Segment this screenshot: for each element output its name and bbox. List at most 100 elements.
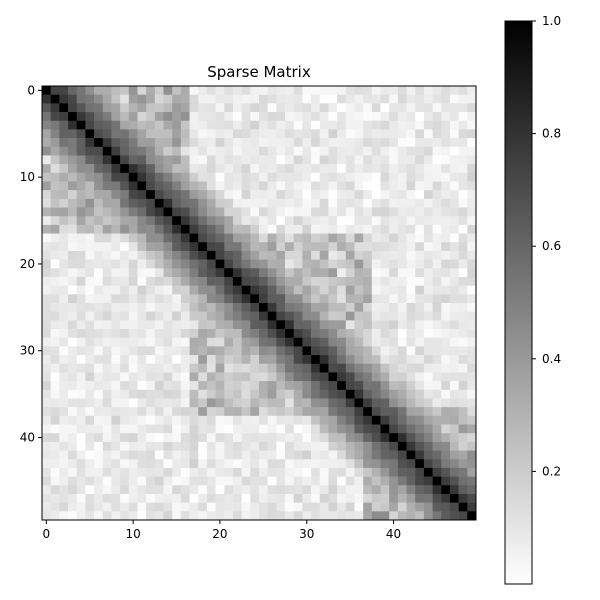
heatmap-cell (293, 276, 303, 286)
heatmap-cell (311, 511, 321, 521)
heatmap-cell (311, 363, 321, 373)
heatmap-cell (85, 450, 95, 460)
heatmap-cell (102, 381, 112, 391)
heatmap-cell (423, 146, 433, 156)
heatmap-cell (259, 285, 268, 295)
heatmap-cell (397, 233, 407, 243)
heatmap-cell (85, 476, 95, 486)
heatmap-cell (154, 476, 164, 486)
heatmap-cell (458, 198, 468, 208)
heatmap-cell (68, 190, 78, 200)
heatmap-cell (302, 459, 312, 469)
heatmap-cell (146, 502, 156, 512)
heatmap-cell (224, 94, 234, 104)
heatmap-cell (371, 259, 381, 269)
heatmap-cell (42, 268, 51, 278)
heatmap-cell (467, 320, 477, 330)
heatmap-cell (467, 303, 477, 312)
heatmap-cell (267, 320, 277, 330)
heatmap-cell (111, 233, 121, 243)
heatmap-cell (68, 294, 78, 304)
heatmap-cell (163, 424, 173, 434)
heatmap-cell (42, 459, 51, 469)
heatmap-cell (389, 112, 399, 122)
heatmap-cell (59, 155, 69, 165)
heatmap-cell (215, 233, 225, 243)
heatmap-cell (94, 424, 104, 434)
heatmap-cell (42, 407, 51, 417)
heatmap-cell (406, 511, 416, 521)
heatmap-cell (449, 467, 459, 477)
heatmap-cell (50, 433, 60, 443)
heatmap-cell (371, 276, 381, 286)
heatmap-cell (293, 285, 303, 295)
heatmap-cell (189, 450, 199, 460)
heatmap-cell (380, 242, 390, 252)
heatmap-cell (302, 164, 312, 174)
heatmap-cell (302, 207, 312, 217)
heatmap-cell (267, 441, 277, 451)
heatmap-cell (250, 198, 260, 208)
heatmap-cell (302, 285, 312, 295)
heatmap-cell (76, 320, 86, 330)
heatmap-cell (215, 155, 225, 165)
heatmap-cell (380, 476, 390, 486)
heatmap-cell (354, 224, 364, 234)
heatmap-cell (146, 476, 156, 486)
heatmap-cell (397, 86, 407, 95)
heatmap-cell (319, 363, 329, 373)
heatmap-cell (337, 120, 347, 130)
heatmap-cell (232, 320, 242, 330)
heatmap-cell (458, 407, 468, 417)
heatmap-cell (363, 155, 373, 165)
heatmap-cell (42, 86, 51, 95)
heatmap-cell (259, 398, 268, 408)
heatmap-cell (354, 164, 364, 174)
heatmap-cell (250, 207, 260, 217)
heatmap-cell (267, 407, 277, 417)
heatmap-cell (311, 207, 321, 217)
heatmap-cell (397, 329, 407, 339)
heatmap-cell (163, 355, 173, 365)
heatmap-cell (267, 450, 277, 460)
heatmap-cell (50, 138, 60, 148)
heatmap-cell (154, 329, 164, 339)
heatmap-cell (319, 250, 329, 260)
heatmap-cell (354, 329, 364, 339)
heatmap-cell (111, 138, 121, 148)
heatmap-cell (50, 346, 60, 356)
heatmap-cell (432, 459, 442, 469)
heatmap-cell (232, 181, 242, 191)
heatmap-cell (180, 224, 190, 234)
heatmap-cell (406, 459, 416, 469)
heatmap-cell (293, 164, 303, 174)
heatmap-cell (380, 94, 390, 104)
heatmap-cell (172, 485, 182, 495)
heatmap-cell (137, 467, 147, 477)
heatmap-cell (154, 415, 164, 425)
heatmap-cell (354, 415, 364, 425)
heatmap-cell (432, 294, 442, 304)
heatmap-cell (467, 155, 477, 165)
heatmap-cell (423, 424, 433, 434)
heatmap-cell (319, 398, 329, 408)
heatmap-cell (380, 502, 390, 512)
heatmap-cell (250, 433, 260, 443)
heatmap-cell (319, 320, 329, 330)
heatmap-cell (180, 433, 190, 443)
heatmap-cell (354, 467, 364, 477)
heatmap-cell (415, 181, 425, 191)
heatmap-cell (319, 467, 329, 477)
heatmap-cell (302, 129, 312, 139)
heatmap-cell (345, 372, 355, 382)
heatmap-cell (137, 363, 147, 373)
heatmap-cell (224, 355, 234, 365)
heatmap-cell (337, 224, 347, 234)
heatmap-cell (172, 94, 182, 104)
heatmap-cell (319, 138, 329, 148)
heatmap-cell (397, 381, 407, 391)
heatmap-cell (380, 311, 390, 321)
heatmap-cell (363, 476, 373, 486)
heatmap-cell (241, 120, 251, 130)
heatmap-cell (146, 389, 156, 399)
